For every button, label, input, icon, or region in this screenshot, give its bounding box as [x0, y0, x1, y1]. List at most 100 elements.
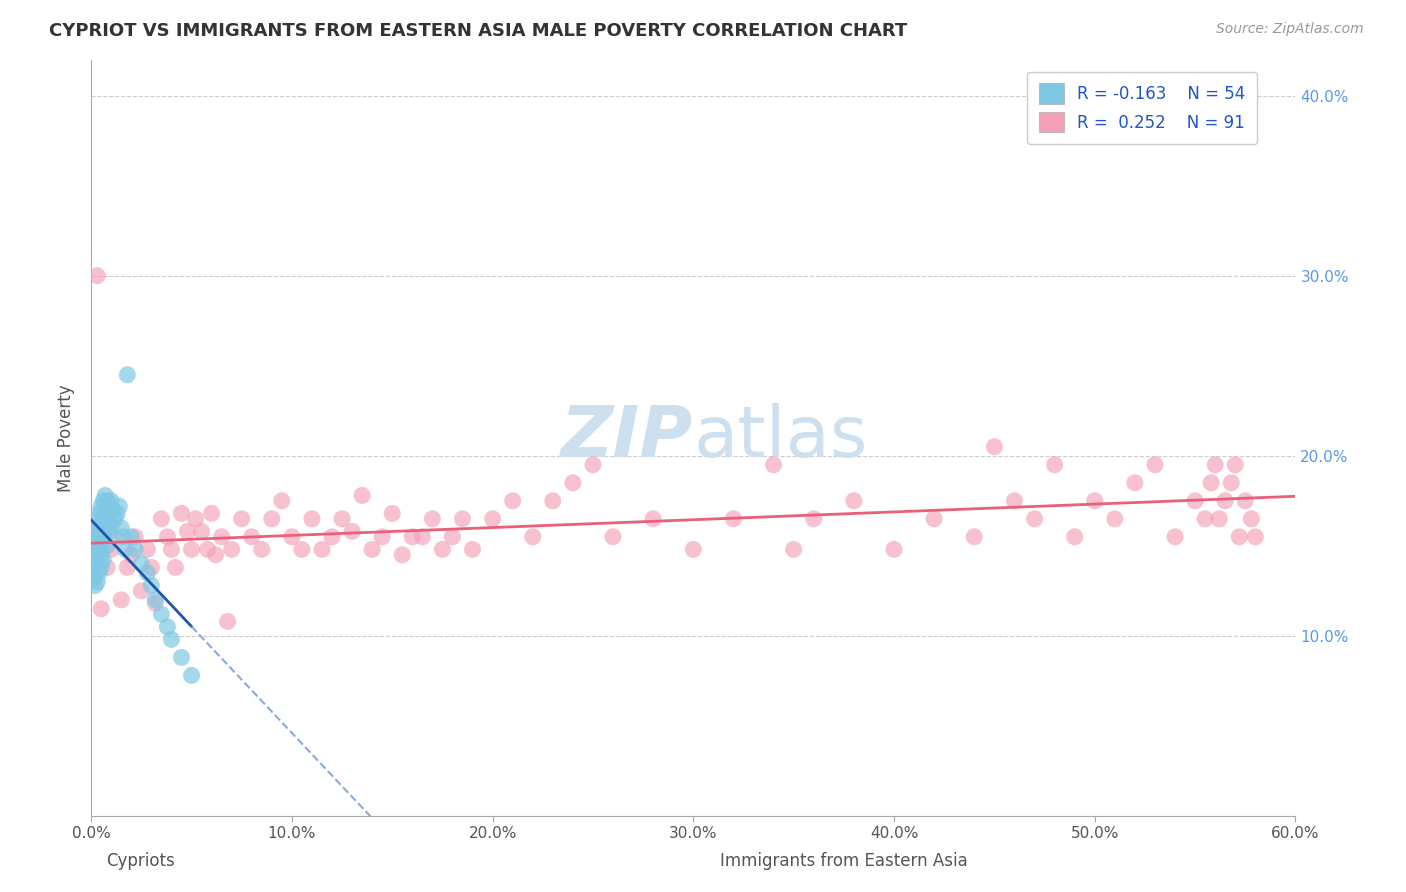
Point	[104, 530, 127, 544]
Point	[124, 530, 146, 544]
Point	[94, 507, 117, 521]
Point	[1123, 475, 1146, 490]
Point	[156, 530, 179, 544]
Point	[1194, 512, 1216, 526]
Point	[883, 542, 905, 557]
Point	[1220, 475, 1243, 490]
Point	[330, 512, 353, 526]
Point	[842, 493, 865, 508]
Point	[803, 512, 825, 526]
Point	[98, 524, 121, 539]
Point	[401, 530, 423, 544]
Point	[100, 517, 122, 532]
Point	[110, 592, 132, 607]
Legend: R = -0.163    N = 54, R =  0.252    N = 91: R = -0.163 N = 54, R = 0.252 N = 91	[1028, 71, 1257, 144]
Point	[105, 507, 128, 521]
Point	[1227, 530, 1250, 544]
Point	[110, 521, 132, 535]
Point	[1043, 458, 1066, 472]
Point	[321, 530, 343, 544]
Point	[1204, 458, 1226, 472]
Y-axis label: Male Poverty: Male Poverty	[58, 384, 75, 491]
Point	[90, 602, 112, 616]
Point	[782, 542, 804, 557]
Point	[1184, 493, 1206, 508]
Point	[441, 530, 464, 544]
Point	[120, 530, 142, 544]
Point	[391, 548, 413, 562]
Text: Cypriots: Cypriots	[107, 852, 174, 870]
Point	[104, 512, 127, 526]
Point	[100, 542, 122, 557]
Point	[103, 503, 125, 517]
Point	[141, 578, 163, 592]
Point	[411, 530, 433, 544]
Point	[84, 542, 107, 557]
Point	[82, 571, 104, 585]
Point	[231, 512, 253, 526]
Point	[291, 542, 314, 557]
Point	[1240, 512, 1263, 526]
Point	[94, 488, 117, 502]
Point	[281, 530, 304, 544]
Point	[86, 268, 108, 283]
Point	[240, 530, 263, 544]
Point	[1004, 493, 1026, 508]
Point	[96, 560, 118, 574]
Point	[180, 542, 202, 557]
Point	[89, 524, 111, 539]
Point	[160, 632, 183, 647]
Point	[90, 548, 112, 562]
Point	[481, 512, 503, 526]
Point	[136, 566, 159, 580]
Point	[260, 512, 283, 526]
Point	[86, 574, 108, 589]
Point	[522, 530, 544, 544]
Point	[89, 542, 111, 557]
Point	[91, 553, 114, 567]
Point	[1199, 475, 1222, 490]
Point	[160, 542, 183, 557]
Point	[963, 530, 986, 544]
Point	[117, 368, 139, 382]
Text: CYPRIOT VS IMMIGRANTS FROM EASTERN ASIA MALE POVERTY CORRELATION CHART: CYPRIOT VS IMMIGRANTS FROM EASTERN ASIA …	[49, 22, 907, 40]
Point	[170, 507, 193, 521]
Text: atlas: atlas	[693, 403, 868, 472]
Point	[211, 530, 233, 544]
Point	[723, 512, 745, 526]
Point	[432, 542, 454, 557]
Point	[90, 517, 112, 532]
Point	[114, 542, 136, 557]
Point	[602, 530, 624, 544]
Point	[217, 615, 239, 629]
Point	[221, 542, 243, 557]
Point	[94, 524, 117, 539]
Point	[1234, 493, 1257, 508]
Point	[91, 530, 114, 544]
Point	[96, 517, 118, 532]
Point	[682, 542, 704, 557]
Point	[582, 458, 605, 472]
Point	[541, 493, 564, 508]
Point	[451, 512, 474, 526]
Point	[117, 560, 139, 574]
Point	[1143, 458, 1166, 472]
Point	[176, 524, 198, 539]
Point	[108, 499, 131, 513]
Point	[136, 542, 159, 557]
Point	[141, 560, 163, 574]
Point	[112, 530, 135, 544]
Point	[150, 607, 173, 622]
Point	[84, 578, 107, 592]
Text: Source: ZipAtlas.com: Source: ZipAtlas.com	[1216, 22, 1364, 37]
Point	[1208, 512, 1230, 526]
Point	[90, 499, 112, 513]
Point	[89, 507, 111, 521]
Point	[1063, 530, 1085, 544]
Point	[643, 512, 665, 526]
Point	[1225, 458, 1247, 472]
Point	[82, 557, 104, 571]
Point	[381, 507, 404, 521]
Point	[96, 493, 118, 508]
Point	[86, 530, 108, 544]
